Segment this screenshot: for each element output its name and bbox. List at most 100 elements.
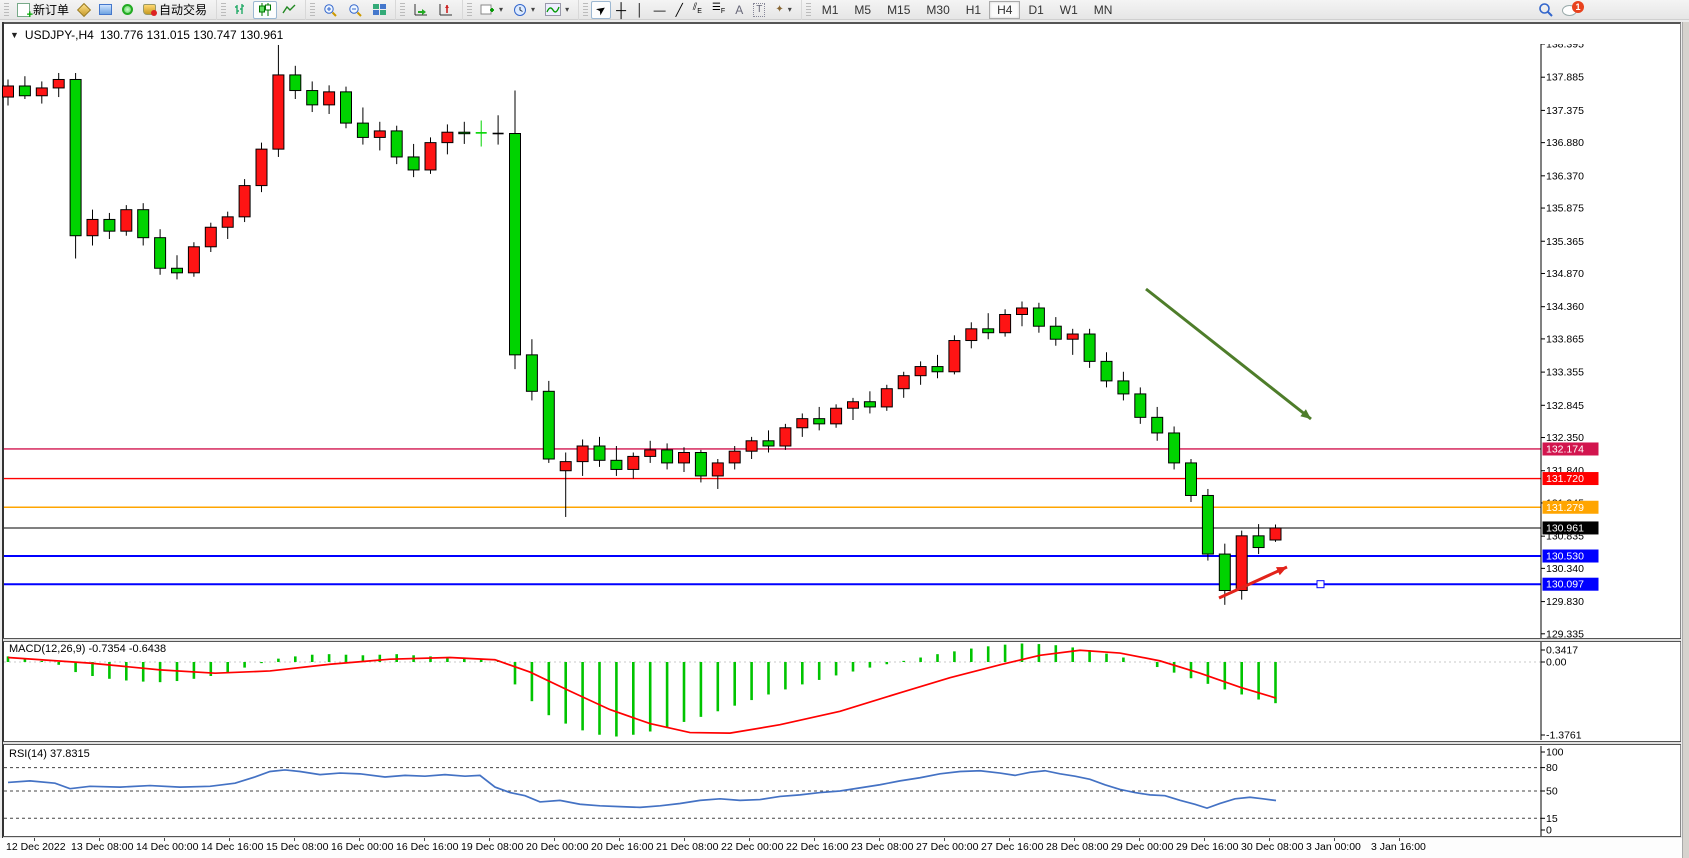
toolbar-grip[interactable]	[400, 2, 406, 17]
bull-candle	[272, 74, 285, 150]
dropdown-caret-icon: ▾	[787, 5, 792, 14]
timeframe-button-M1[interactable]: M1	[821, 2, 839, 17]
date-label: 23 Dec 08:00	[851, 841, 914, 853]
bear-candle	[694, 452, 707, 477]
timeframe-button-M30[interactable]: M30	[926, 2, 950, 17]
date-tick	[749, 838, 750, 841]
line-chart-button[interactable]	[277, 1, 301, 19]
toolbar-grip[interactable]	[4, 2, 9, 17]
bear-candle	[593, 445, 606, 461]
trend-arrow-green[interactable]	[1145, 287, 1312, 421]
bull-candle	[745, 440, 758, 452]
bear-candle	[306, 90, 319, 106]
bear-candle	[863, 401, 876, 408]
timeframe-button-W1[interactable]: W1	[1059, 2, 1078, 17]
date-label: 27 Dec 16:00	[981, 841, 1044, 853]
search-icon[interactable]	[1538, 2, 1554, 18]
auto-trading-button[interactable]: 自动交易	[138, 1, 212, 19]
notifications-button[interactable]: 1	[1562, 1, 1584, 18]
equidistant-channel-button[interactable]: ⫽E	[688, 1, 707, 19]
horizontal-line-button[interactable]: —	[649, 1, 671, 19]
date-label: 14 Dec 16:00	[201, 841, 264, 853]
bear-candle	[525, 354, 538, 392]
date-tick	[1009, 838, 1010, 841]
bar-chart-button[interactable]	[229, 1, 253, 19]
candlestick-chart-icon	[259, 3, 272, 16]
bull-candle	[627, 455, 640, 470]
right-scrollbar[interactable]	[1682, 22, 1689, 858]
timeframe-button-D1[interactable]: D1	[1028, 2, 1044, 17]
new-chart-button[interactable]: ▾	[475, 1, 508, 19]
timeframe-button-H4[interactable]: H4	[989, 0, 1021, 19]
date-label: 22 Dec 00:00	[721, 841, 784, 853]
crosshair-button[interactable]: ┼	[611, 1, 631, 19]
trendline-button[interactable]: ╱	[671, 1, 688, 19]
bull-candle	[373, 130, 386, 138]
date-tick	[879, 838, 880, 841]
price-tick-label: 129.830	[1546, 596, 1584, 608]
line-endpoint-handle[interactable]	[1316, 580, 1325, 589]
date-tick	[684, 838, 685, 841]
indicators-button[interactable]: ▾	[540, 1, 574, 19]
macd-panel-divider[interactable]	[3, 638, 1681, 642]
macd-tick-label: 0.3417	[1546, 645, 1578, 657]
timeframe-button-M15[interactable]: M15	[887, 2, 911, 17]
zoom-out-button[interactable]	[343, 1, 368, 19]
date-tick	[99, 838, 100, 841]
horizontal-line-icon: —	[653, 2, 666, 17]
window-left-border	[2, 22, 4, 856]
bear-candle	[356, 122, 369, 138]
profiles-button[interactable]: ▾	[508, 1, 540, 19]
bull-candle	[559, 461, 572, 472]
fibonacci-button[interactable]: ☰F	[707, 1, 730, 19]
bear-candle	[103, 218, 116, 232]
bull-candle	[1066, 333, 1079, 340]
chart-profile-button[interactable]	[74, 1, 94, 19]
main-toolbar: 新订单 自动交易	[0, 0, 1689, 21]
new-order-button[interactable]: 新订单	[12, 1, 74, 21]
indicators-icon	[545, 3, 562, 16]
text-button[interactable]: A	[730, 1, 748, 19]
auto-trading-label: 自动交易	[159, 3, 208, 17]
signals-button[interactable]	[117, 1, 138, 19]
toolbar-grip[interactable]	[310, 2, 316, 17]
auto-scroll-button[interactable]	[408, 1, 433, 19]
bear-candle	[171, 267, 183, 274]
main-price-chart[interactable]: 138.395 137.885 137.375 136.880 136.370 135.8…	[0, 44, 1689, 638]
symbol-dropdown-icon[interactable]: ▼	[10, 30, 19, 40]
date-label: 20 Dec 00:00	[526, 841, 589, 853]
bear-candle	[931, 366, 944, 373]
price-label-130.530: 130.530	[1546, 551, 1584, 563]
bear-candle	[69, 78, 82, 237]
date-axis[interactable]: 12 Dec 2022 13 Dec 08:00 14 Dec 00:00 14 De…	[0, 838, 1689, 858]
price-tick-label: 130.340	[1546, 563, 1584, 575]
market-watch-button[interactable]	[94, 1, 117, 19]
bear-candle	[509, 133, 521, 356]
toolbar-grip[interactable]	[467, 2, 473, 17]
rsi-panel-divider[interactable]	[3, 741, 1681, 745]
cursor-button[interactable]: ➤	[591, 0, 612, 19]
rsi-indicator-label: RSI(14) 37.8315	[9, 748, 90, 760]
timeframe-button-H1[interactable]: H1	[965, 2, 982, 17]
chart-shift-button[interactable]	[433, 1, 458, 19]
toolbar-grip[interactable]	[583, 2, 589, 17]
vertical-line-button[interactable]: │	[631, 1, 649, 19]
toolbar-grip[interactable]	[221, 2, 227, 17]
candlestick-chart-button[interactable]	[253, 0, 278, 19]
bear-candle	[542, 390, 555, 460]
timeframe-button-M5[interactable]: M5	[854, 2, 872, 17]
arrows-button[interactable]: ✦ ▾	[770, 1, 796, 19]
toolbar-grip[interactable]	[805, 2, 811, 17]
date-label: 20 Dec 16:00	[591, 841, 654, 853]
rsi-panel[interactable]: 100 80 50 150	[0, 746, 1689, 836]
bull-candle	[52, 78, 65, 89]
timeframe-button-MN[interactable]: MN	[1093, 2, 1113, 17]
text-label-button[interactable]: T	[748, 1, 770, 19]
zoom-in-button[interactable]	[318, 1, 343, 19]
tile-windows-button[interactable]	[368, 1, 391, 19]
momentum-arrow-red[interactable]	[1218, 565, 1288, 600]
symbol-timeframe-label: USDJPY-,H4	[24, 28, 94, 42]
price-label-131.279: 131.279	[1546, 502, 1584, 514]
toolbar-group-objects: ➤ ┼ │ — ╱ ⫽E ☰F A T ✦ ▾	[578, 0, 801, 20]
